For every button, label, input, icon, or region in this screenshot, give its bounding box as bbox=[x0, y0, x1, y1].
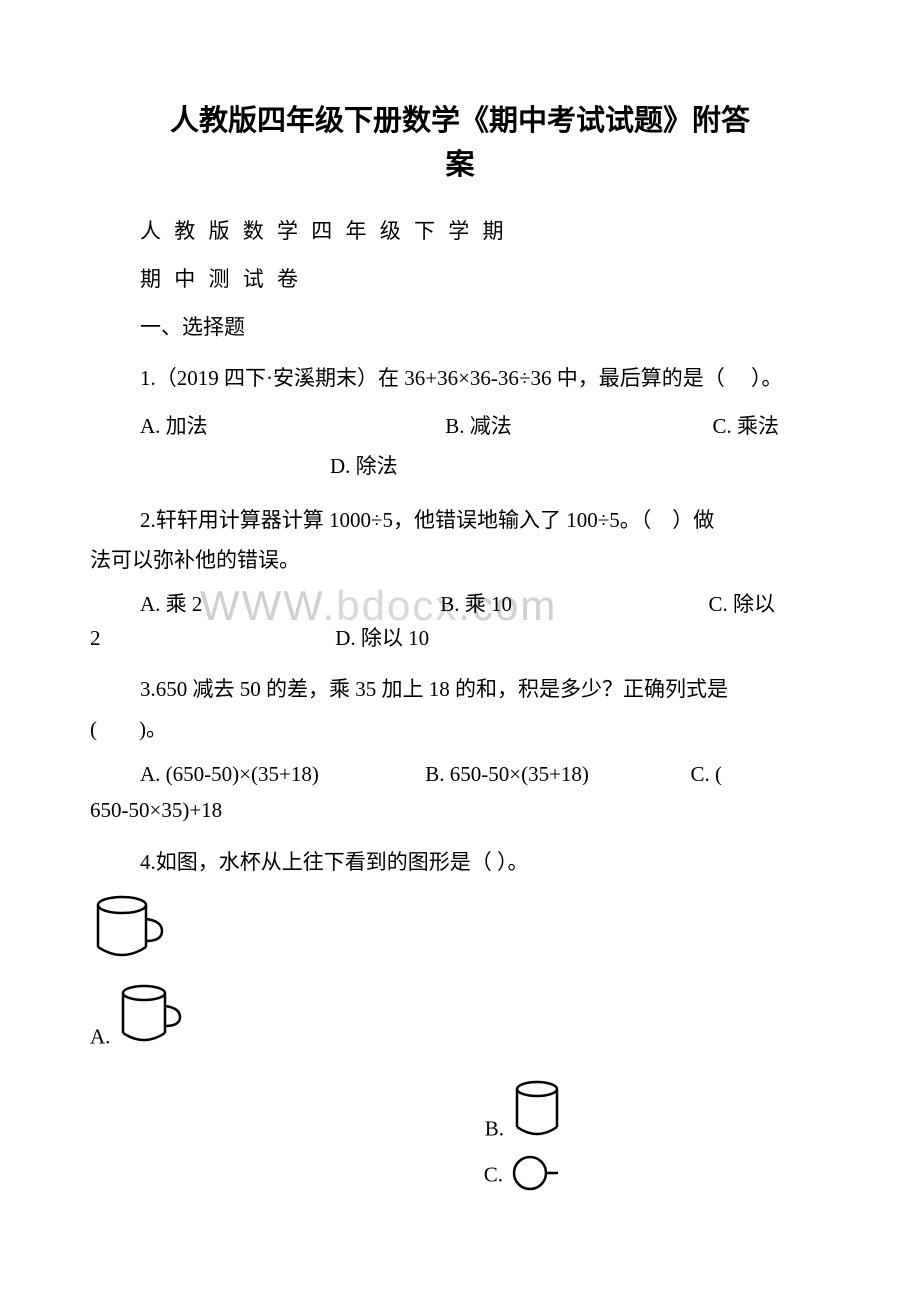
q1-option-d: D. 除法 bbox=[330, 454, 398, 478]
question-2: 2.轩轩用计算器计算 1000÷5，他错误地输入了 100÷5。（ ）做 法可以… bbox=[90, 501, 830, 656]
q2-text-2: 法可以弥补他的错误。 bbox=[90, 541, 830, 581]
cup-front-icon bbox=[509, 1079, 565, 1147]
question-4: 4.如图，水杯从上往下看到的图形是（ ）。 A. B. C. bbox=[90, 843, 830, 1193]
q1-option-a: A. 加法 bbox=[140, 407, 440, 447]
q2-option-a: A. 乘 2 bbox=[140, 588, 435, 622]
question-3: 3.650 减去 50 的差，乘 35 加上 18 的和，积是多少？正确列式是 … bbox=[90, 670, 830, 829]
title-line-1: 人教版四年级下册数学《期中考试试题》附答 bbox=[170, 105, 750, 137]
q4-text: 4.如图，水杯从上往下看到的图形是（ ）。 bbox=[90, 843, 830, 883]
q2-option-c: C. 除以 bbox=[709, 592, 776, 616]
q3-option-c: C. ( bbox=[691, 762, 723, 786]
cup-side-icon bbox=[116, 983, 186, 1055]
subtitle-2: 期 中 测 试 卷 bbox=[90, 263, 830, 293]
q3-text-1: 3.650 减去 50 的差，乘 35 加上 18 的和，积是多少？正确列式是 bbox=[90, 670, 830, 710]
q2-option-c-cont: 2 bbox=[90, 622, 330, 656]
q1-option-b: B. 减法 bbox=[445, 407, 707, 447]
q4-cup-image bbox=[90, 893, 830, 971]
q4-option-b: B. bbox=[485, 1116, 504, 1140]
q4-option-a: A. bbox=[90, 1024, 110, 1048]
q3-option-c-cont: 650-50×35)+18 bbox=[90, 798, 222, 822]
q4-option-b-row: B. bbox=[90, 1079, 830, 1147]
subtitle-1: 人 教 版 数 学 四 年 级 下 学 期 bbox=[90, 215, 830, 245]
q3-option-a: A. (650-50)×(35+18) bbox=[140, 757, 420, 793]
q2-option-d: D. 除以 10 bbox=[335, 626, 429, 650]
q4-option-c-row: C. bbox=[90, 1153, 830, 1193]
q3-text-2: ( )。 bbox=[90, 710, 830, 750]
question-1: 1.（2019 四下·安溪期末）在 36+36×36-36÷36 中，最后算的是… bbox=[90, 359, 830, 487]
q1-text: 1.（2019 四下·安溪期末）在 36+36×36-36÷36 中，最后算的是… bbox=[90, 359, 830, 399]
document-title: 人教版四年级下册数学《期中考试试题》附答 案 bbox=[90, 100, 830, 187]
title-line-2: 案 bbox=[445, 149, 474, 181]
q2-option-b: B. 乘 10 bbox=[440, 588, 703, 622]
cup-top-icon bbox=[508, 1153, 566, 1193]
section-header-1: 一、选择题 bbox=[90, 311, 830, 341]
q3-option-b: B. 650-50×(35+18) bbox=[425, 757, 685, 793]
q2-text-1: 2.轩轩用计算器计算 1000÷5，他错误地输入了 100÷5。（ ）做 bbox=[90, 501, 830, 541]
q4-option-a-row: A. bbox=[90, 983, 830, 1055]
q1-option-c: C. 乘法 bbox=[713, 414, 780, 438]
q4-option-c: C. bbox=[484, 1162, 503, 1186]
